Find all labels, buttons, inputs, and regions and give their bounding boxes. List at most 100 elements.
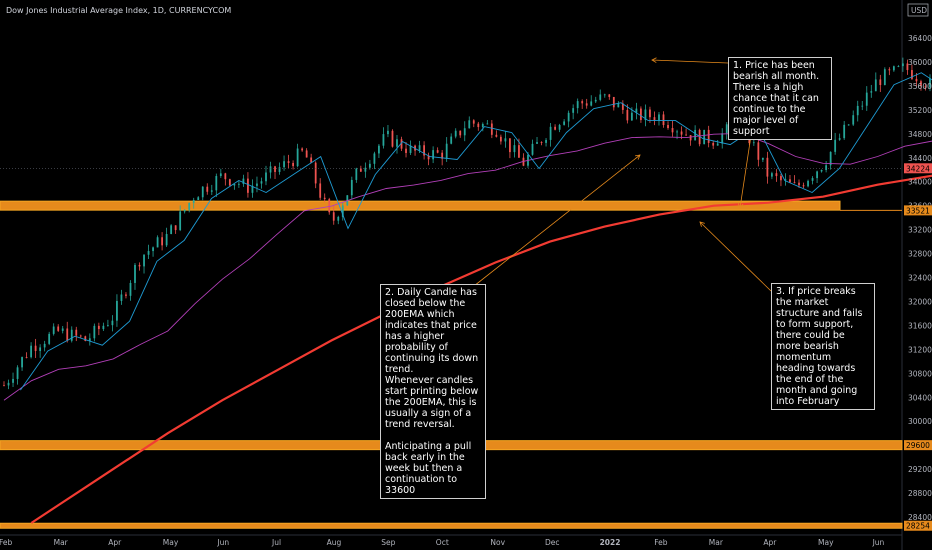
- candle-body: [545, 139, 547, 143]
- price-tick-label: 32400: [908, 274, 932, 283]
- candle-body: [274, 166, 276, 172]
- time-tick-label: May: [818, 538, 834, 547]
- time-tick-label: Jun: [872, 538, 885, 547]
- candle-body: [441, 152, 444, 159]
- candle-body: [197, 197, 200, 200]
- candle-body: [635, 108, 638, 113]
- candle-body: [359, 168, 362, 172]
- candle-body: [7, 382, 10, 386]
- candle-body: [902, 63, 904, 67]
- candle-body: [405, 148, 407, 153]
- candle-body: [224, 173, 227, 180]
- annotation-note-2[interactable]: 2. Daily Candle has closed below the 200…: [380, 284, 486, 499]
- candle-body: [567, 112, 570, 122]
- annotation-note-1[interactable]: 1. Price has been bearish all month. The…: [728, 57, 832, 140]
- candle-body: [843, 124, 846, 139]
- candle-body: [12, 378, 14, 383]
- price-tick-label: 36000: [908, 58, 932, 67]
- candle-body: [373, 153, 376, 164]
- candle-body: [21, 357, 23, 368]
- candle-body: [662, 114, 665, 126]
- candle-body: [134, 264, 136, 283]
- candle-body: [771, 173, 773, 177]
- candle-body: [260, 181, 263, 184]
- candle-body: [93, 325, 96, 339]
- candle-body: [536, 142, 538, 144]
- candle-body: [355, 168, 358, 180]
- candle-body: [911, 70, 913, 79]
- candle-body: [391, 130, 394, 147]
- candle-body: [102, 325, 105, 330]
- candle-body: [296, 148, 299, 167]
- candle-body: [368, 163, 371, 168]
- candle-body: [766, 157, 769, 177]
- candle-body: [612, 96, 615, 108]
- candle-body: [468, 120, 471, 129]
- candle-body: [906, 63, 909, 71]
- candle-body: [152, 247, 154, 252]
- candle-body: [319, 183, 322, 198]
- candle-body: [829, 151, 832, 166]
- candle-body: [504, 138, 507, 142]
- candle-body: [111, 320, 114, 326]
- candle-body: [350, 179, 353, 196]
- candle-body: [43, 343, 46, 348]
- candle-body: [581, 101, 584, 104]
- candle-body: [278, 167, 281, 172]
- candle-body: [39, 347, 42, 351]
- candle-body: [382, 134, 385, 146]
- candle-body: [698, 129, 701, 145]
- candle-body: [554, 126, 556, 130]
- candle-body: [120, 294, 123, 301]
- candle-body: [116, 300, 118, 321]
- candle-body: [233, 184, 236, 186]
- candle-body: [66, 328, 69, 341]
- candle-body: [427, 155, 430, 160]
- candle-body: [332, 212, 335, 221]
- candle-body: [752, 142, 755, 144]
- candle-body: [816, 171, 818, 179]
- candle-body: [70, 329, 73, 341]
- price-tick-label: 30400: [908, 393, 932, 402]
- time-tick-label: Aug: [327, 538, 342, 547]
- candle-body: [423, 145, 425, 156]
- candle-body: [156, 237, 159, 248]
- candle-body: [888, 69, 891, 71]
- candle-body: [165, 234, 168, 246]
- candle-body: [513, 145, 516, 153]
- candle-body: [721, 133, 724, 144]
- candle-body: [328, 199, 331, 213]
- support-zone-33600: [0, 200, 841, 211]
- candle-body: [97, 325, 100, 330]
- candle-body: [125, 294, 127, 296]
- candle-body: [617, 103, 620, 108]
- price-tick-label: 28800: [908, 489, 932, 498]
- candle-body: [820, 169, 823, 172]
- currency-box: [907, 3, 929, 17]
- annotation-note-3[interactable]: 3. If price breaks the market structure …: [771, 283, 875, 410]
- candle-body: [170, 225, 173, 235]
- price-tag: [904, 163, 932, 174]
- candle-body: [242, 178, 245, 184]
- time-tick-label: Feb: [654, 538, 668, 547]
- candle-body: [206, 186, 209, 192]
- candle-body: [378, 145, 380, 154]
- candle-body: [838, 138, 841, 140]
- candle-body: [658, 114, 660, 121]
- annotation-arrowhead-2: [737, 203, 744, 209]
- candle-body: [52, 326, 55, 334]
- time-tick-label: Sep: [381, 538, 395, 547]
- time-tick-label: Dec: [545, 538, 560, 547]
- candle-body: [310, 157, 313, 163]
- candle-body: [57, 326, 60, 331]
- candle-body: [490, 123, 493, 135]
- candle-body: [847, 124, 850, 126]
- candle-body: [689, 135, 692, 141]
- candle-body: [558, 124, 561, 130]
- candle-body: [802, 185, 805, 187]
- price-tick-label: 32800: [908, 250, 932, 259]
- candle-body: [865, 92, 868, 106]
- candle-body: [215, 176, 218, 191]
- candle-body: [61, 328, 64, 331]
